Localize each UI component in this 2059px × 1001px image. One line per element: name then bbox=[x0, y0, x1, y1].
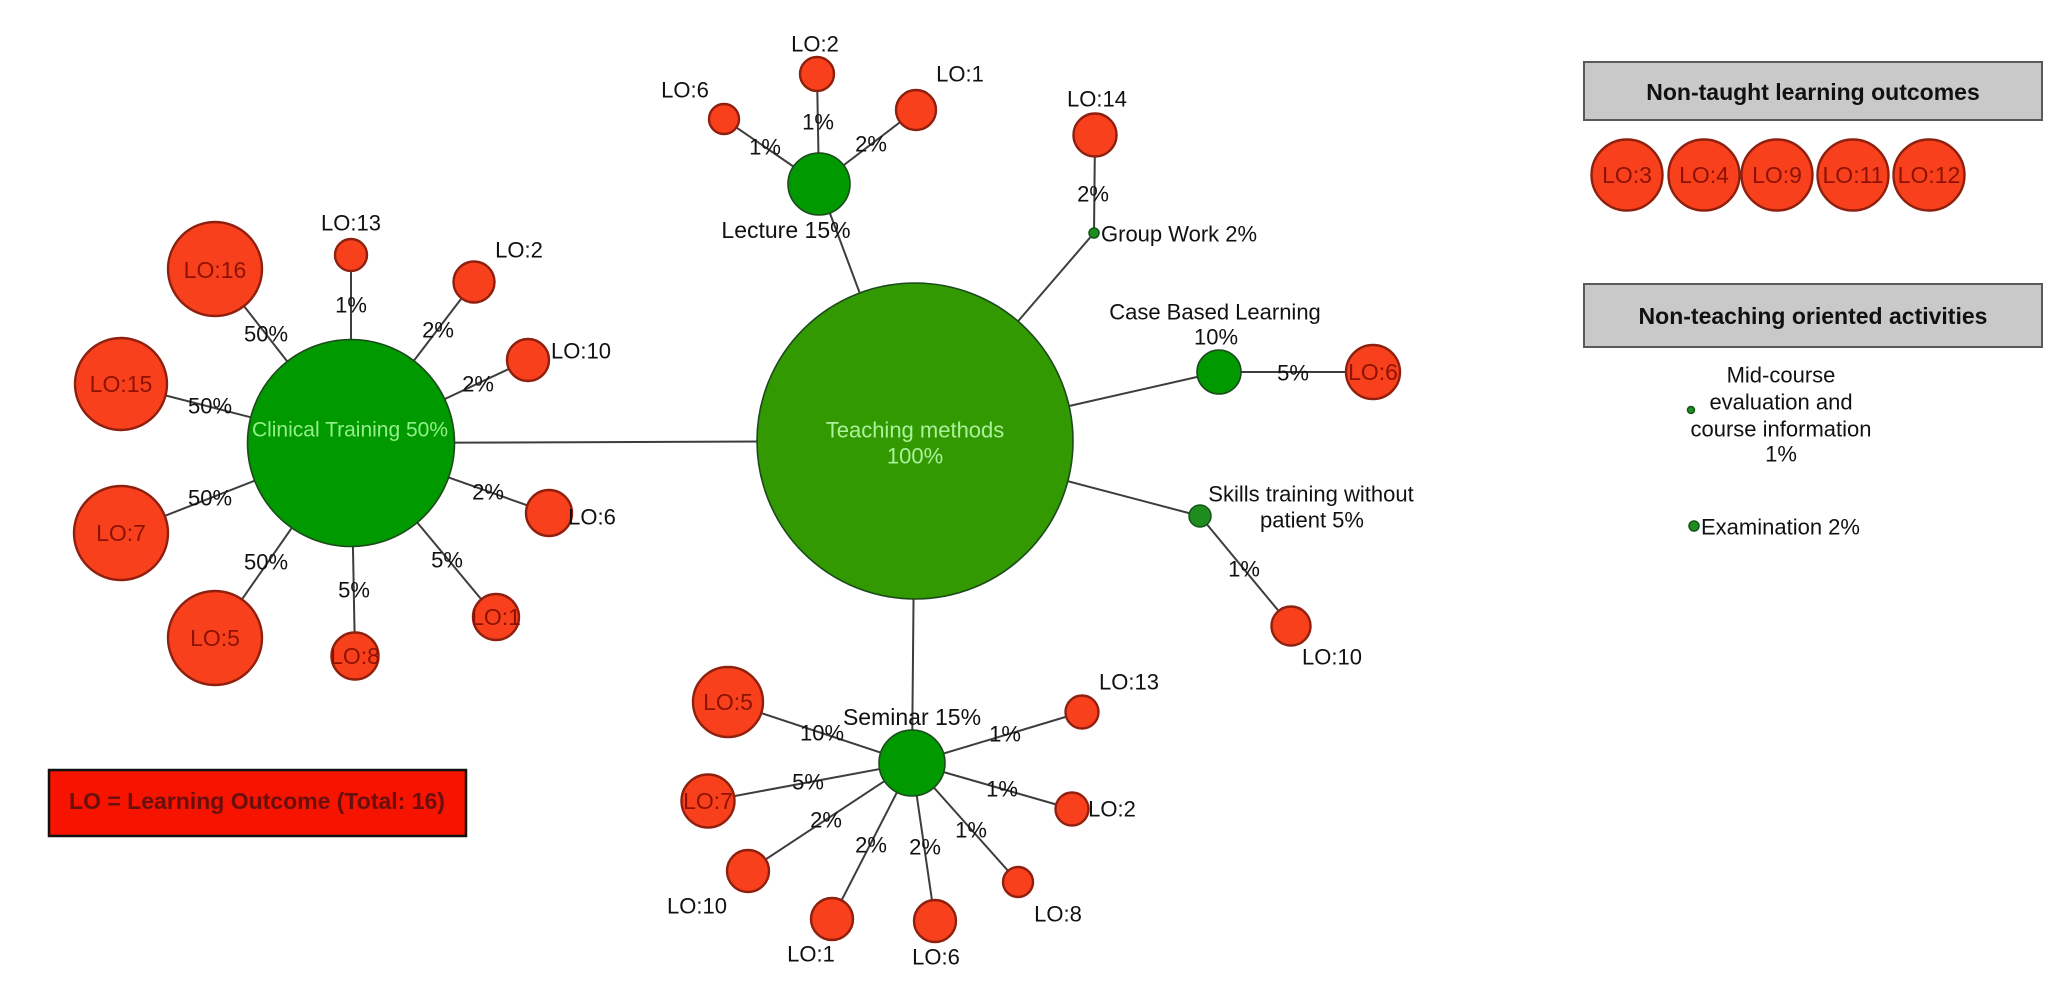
svg-text:LO:6: LO:6 bbox=[912, 945, 960, 970]
svg-text:5%: 5% bbox=[792, 770, 824, 795]
svg-text:LO:2: LO:2 bbox=[495, 238, 543, 263]
svg-text:LO:6: LO:6 bbox=[661, 78, 709, 103]
svg-text:LO:1: LO:1 bbox=[471, 604, 521, 630]
svg-text:LO:7: LO:7 bbox=[683, 788, 733, 814]
svg-text:1%: 1% bbox=[1228, 557, 1260, 582]
svg-text:patient 5%: patient 5% bbox=[1260, 508, 1364, 533]
svg-text:LO:6: LO:6 bbox=[1348, 359, 1398, 385]
svg-text:1%: 1% bbox=[1765, 442, 1797, 467]
svg-text:LO:8: LO:8 bbox=[1034, 902, 1082, 927]
svg-text:LO:10: LO:10 bbox=[1302, 645, 1362, 670]
svg-text:Non-teaching oriented activiti: Non-teaching oriented activities bbox=[1639, 303, 1988, 329]
svg-text:5%: 5% bbox=[338, 578, 370, 603]
svg-text:LO:15: LO:15 bbox=[90, 371, 153, 397]
svg-text:Examination 2%: Examination 2% bbox=[1701, 515, 1860, 540]
svg-text:course information: course information bbox=[1691, 417, 1872, 442]
svg-text:LO:10: LO:10 bbox=[551, 339, 611, 364]
svg-text:LO:2: LO:2 bbox=[1088, 797, 1136, 822]
svg-text:10%: 10% bbox=[1194, 325, 1238, 350]
svg-text:50%: 50% bbox=[188, 486, 232, 511]
svg-text:1%: 1% bbox=[749, 135, 781, 160]
svg-text:LO = Learning Outcome (Total:: LO = Learning Outcome (Total: 16) bbox=[69, 788, 445, 814]
svg-text:2%: 2% bbox=[472, 480, 504, 505]
svg-text:2%: 2% bbox=[462, 372, 494, 397]
svg-text:LO:14: LO:14 bbox=[1067, 87, 1127, 112]
svg-text:2%: 2% bbox=[855, 132, 887, 157]
svg-text:50%: 50% bbox=[188, 394, 232, 419]
svg-text:1%: 1% bbox=[802, 110, 834, 135]
svg-text:Clinical Training 50%: Clinical Training 50% bbox=[252, 419, 448, 442]
svg-text:LO:12: LO:12 bbox=[1898, 162, 1961, 188]
svg-text:LO:1: LO:1 bbox=[787, 942, 835, 967]
svg-text:2%: 2% bbox=[1077, 182, 1109, 207]
svg-text:1%: 1% bbox=[335, 293, 367, 318]
svg-text:2%: 2% bbox=[909, 835, 941, 860]
svg-text:5%: 5% bbox=[431, 548, 463, 573]
svg-text:Skills training without: Skills training without bbox=[1208, 482, 1413, 507]
svg-text:1%: 1% bbox=[955, 818, 987, 843]
svg-text:Lecture 15%: Lecture 15% bbox=[721, 217, 850, 243]
svg-text:10%: 10% bbox=[800, 721, 844, 746]
svg-text:LO:5: LO:5 bbox=[190, 625, 240, 651]
svg-text:LO:13: LO:13 bbox=[321, 211, 381, 236]
svg-text:LO:10: LO:10 bbox=[667, 894, 727, 919]
svg-text:LO:13: LO:13 bbox=[1099, 670, 1159, 695]
svg-text:Non-taught learning outcomes: Non-taught learning outcomes bbox=[1646, 79, 1980, 105]
svg-text:LO:8: LO:8 bbox=[330, 643, 380, 669]
svg-text:LO:7: LO:7 bbox=[96, 520, 146, 546]
svg-text:LO:16: LO:16 bbox=[184, 257, 247, 283]
svg-text:evaluation and: evaluation and bbox=[1709, 390, 1852, 415]
svg-text:LO:2: LO:2 bbox=[791, 32, 839, 57]
svg-text:LO:4: LO:4 bbox=[1679, 162, 1729, 188]
svg-text:2%: 2% bbox=[422, 318, 454, 343]
svg-text:Teaching methods: Teaching methods bbox=[826, 418, 1005, 443]
svg-text:5%: 5% bbox=[1277, 361, 1309, 386]
svg-text:Seminar 15%: Seminar 15% bbox=[843, 704, 981, 730]
svg-text:LO:11: LO:11 bbox=[1823, 162, 1884, 188]
svg-text:1%: 1% bbox=[989, 722, 1021, 747]
svg-text:1%: 1% bbox=[986, 777, 1018, 802]
svg-text:Group Work 2%: Group Work 2% bbox=[1101, 222, 1257, 247]
svg-text:LO:1: LO:1 bbox=[936, 62, 984, 87]
svg-text:Mid-course: Mid-course bbox=[1727, 363, 1836, 388]
svg-text:2%: 2% bbox=[810, 808, 842, 833]
svg-text:LO:9: LO:9 bbox=[1752, 162, 1802, 188]
svg-text:50%: 50% bbox=[244, 550, 288, 575]
svg-text:2%: 2% bbox=[855, 833, 887, 858]
svg-text:LO:3: LO:3 bbox=[1602, 162, 1652, 188]
svg-text:LO:6: LO:6 bbox=[568, 505, 616, 530]
svg-text:50%: 50% bbox=[244, 322, 288, 347]
svg-text:100%: 100% bbox=[887, 444, 943, 469]
svg-text:LO:5: LO:5 bbox=[703, 689, 753, 715]
svg-text:Case Based Learning: Case Based Learning bbox=[1109, 300, 1321, 325]
